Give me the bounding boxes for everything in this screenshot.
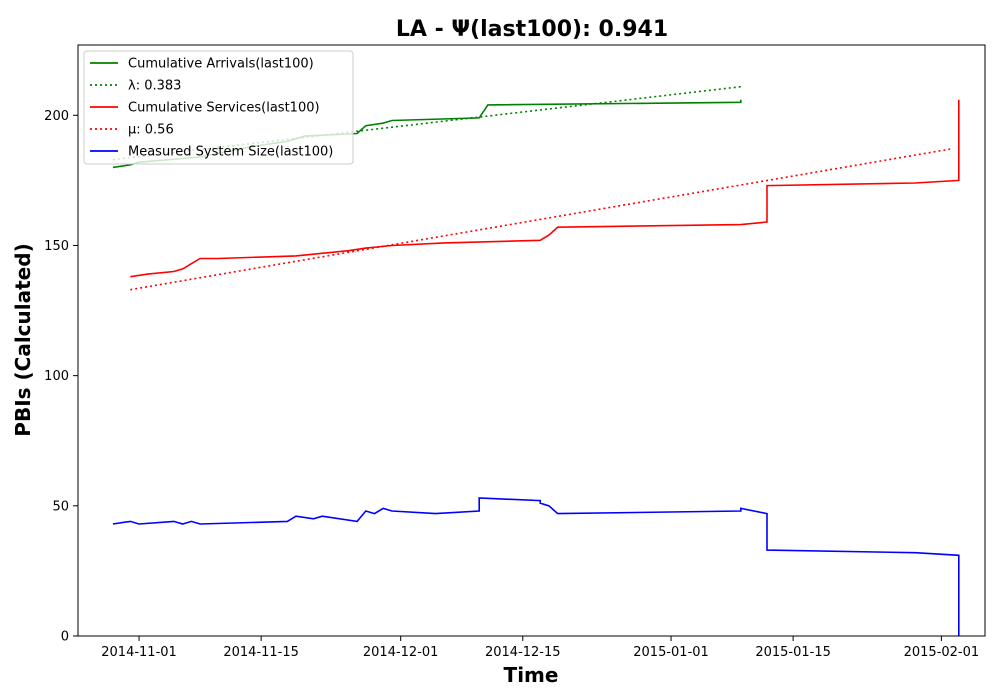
x-axis-label: Time (504, 663, 559, 687)
y-tick-label: 150 (44, 239, 69, 254)
legend-entry-3: μ: 0.56 (128, 123, 174, 138)
y-tick-label: 0 (61, 630, 69, 645)
y-axis: 0 50 100 150 200 (44, 109, 78, 645)
legend-entry-2: Cumulative Services(last100) (128, 101, 320, 116)
series-line-3 (130, 148, 951, 291)
x-tick-label: 2015-01-15 (755, 645, 831, 660)
x-tick-label: 2014-11-15 (223, 645, 299, 660)
y-tick-label: 50 (52, 499, 69, 514)
x-tick-label: 2014-11-01 (101, 645, 177, 660)
x-tick-label: 2015-01-01 (633, 645, 709, 660)
x-tick-label: 2014-12-01 (363, 645, 439, 660)
chart-title: LA - Ψ(last100): 0.941 (396, 17, 668, 42)
series-line-4 (112, 497, 960, 636)
y-axis-label: PBIs (Calculated) (11, 243, 35, 436)
plot-frame (77, 44, 986, 637)
legend: Cumulative Arrivals(last100) λ: 0.383 Cumu… (83, 50, 354, 165)
legend-entry-0: Cumulative Arrivals(last100) (128, 57, 314, 72)
legend-entry-1: λ: 0.383 (128, 79, 181, 94)
y-tick-label: 100 (44, 369, 69, 384)
x-tick-label: 2014-12-15 (485, 645, 561, 660)
legend-entry-4: Measured System Size(last100) (128, 145, 333, 160)
x-axis: 2014-11-01 2014-11-15 2014-12-01 2014-12-15… (101, 636, 979, 660)
y-tick-label: 200 (44, 109, 69, 124)
x-tick-label: 2015-02-01 (904, 645, 980, 660)
legend-box (83, 50, 354, 165)
